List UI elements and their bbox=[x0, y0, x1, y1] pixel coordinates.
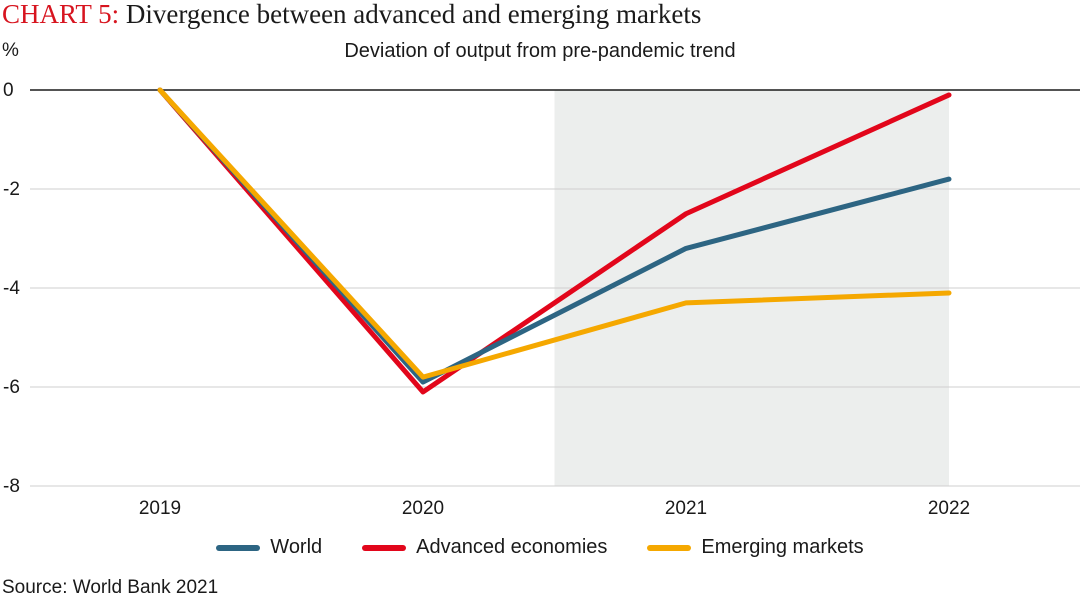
x-tick-label-2020: 2020 bbox=[402, 498, 444, 519]
chart-title-prefix: CHART 5: bbox=[2, 0, 120, 29]
gridlines bbox=[30, 89, 1080, 487]
x-tick-label-2022: 2022 bbox=[928, 498, 970, 519]
legend-swatch-advanced-economies bbox=[362, 544, 407, 551]
y-tick-label-4: -8 bbox=[3, 476, 20, 497]
line-chart: 0 -2 -4 -6 -8 2019 2020 2021 2022 bbox=[3, 80, 1080, 519]
series-line-emerging-markets bbox=[157, 87, 952, 380]
chart-subtitle: Deviation of output from pre-pandemic tr… bbox=[344, 40, 736, 62]
legend-label-emerging-markets: Emerging markets bbox=[701, 536, 864, 558]
x-tick-label-2019: 2019 bbox=[139, 498, 181, 519]
x-tick-label-2021: 2021 bbox=[665, 498, 707, 519]
legend-item-emerging-markets: Emerging markets bbox=[647, 536, 864, 559]
source-note: Source: World Bank 2021 bbox=[2, 577, 219, 598]
legend-item-advanced-economies: Advanced economies bbox=[362, 536, 607, 559]
legend-label-advanced-economies: Advanced economies bbox=[416, 536, 608, 558]
tick-labels: 0 -2 -4 -6 -8 2019 2020 2021 2022 bbox=[3, 80, 970, 519]
series-lines bbox=[157, 87, 952, 395]
y-tick-label-0: 0 bbox=[3, 80, 14, 101]
legend-label-world: World bbox=[270, 536, 323, 558]
chart-title: CHART 5: Divergence between advanced and… bbox=[2, 0, 701, 31]
legend-swatch-world bbox=[216, 544, 261, 551]
legend-swatch-emerging-markets bbox=[647, 544, 692, 551]
series-line-advanced-economies bbox=[157, 87, 952, 395]
y-axis-unit: % bbox=[2, 40, 19, 61]
y-tick-label-2: -4 bbox=[3, 278, 20, 299]
legend: World Advanced economies Emerging markets bbox=[0, 536, 1080, 559]
y-tick-label-3: -6 bbox=[3, 377, 20, 398]
chart-title-text: Divergence between advanced and emerging… bbox=[125, 0, 702, 29]
legend-item-world: World bbox=[216, 536, 322, 559]
y-tick-label-1: -2 bbox=[3, 179, 20, 200]
